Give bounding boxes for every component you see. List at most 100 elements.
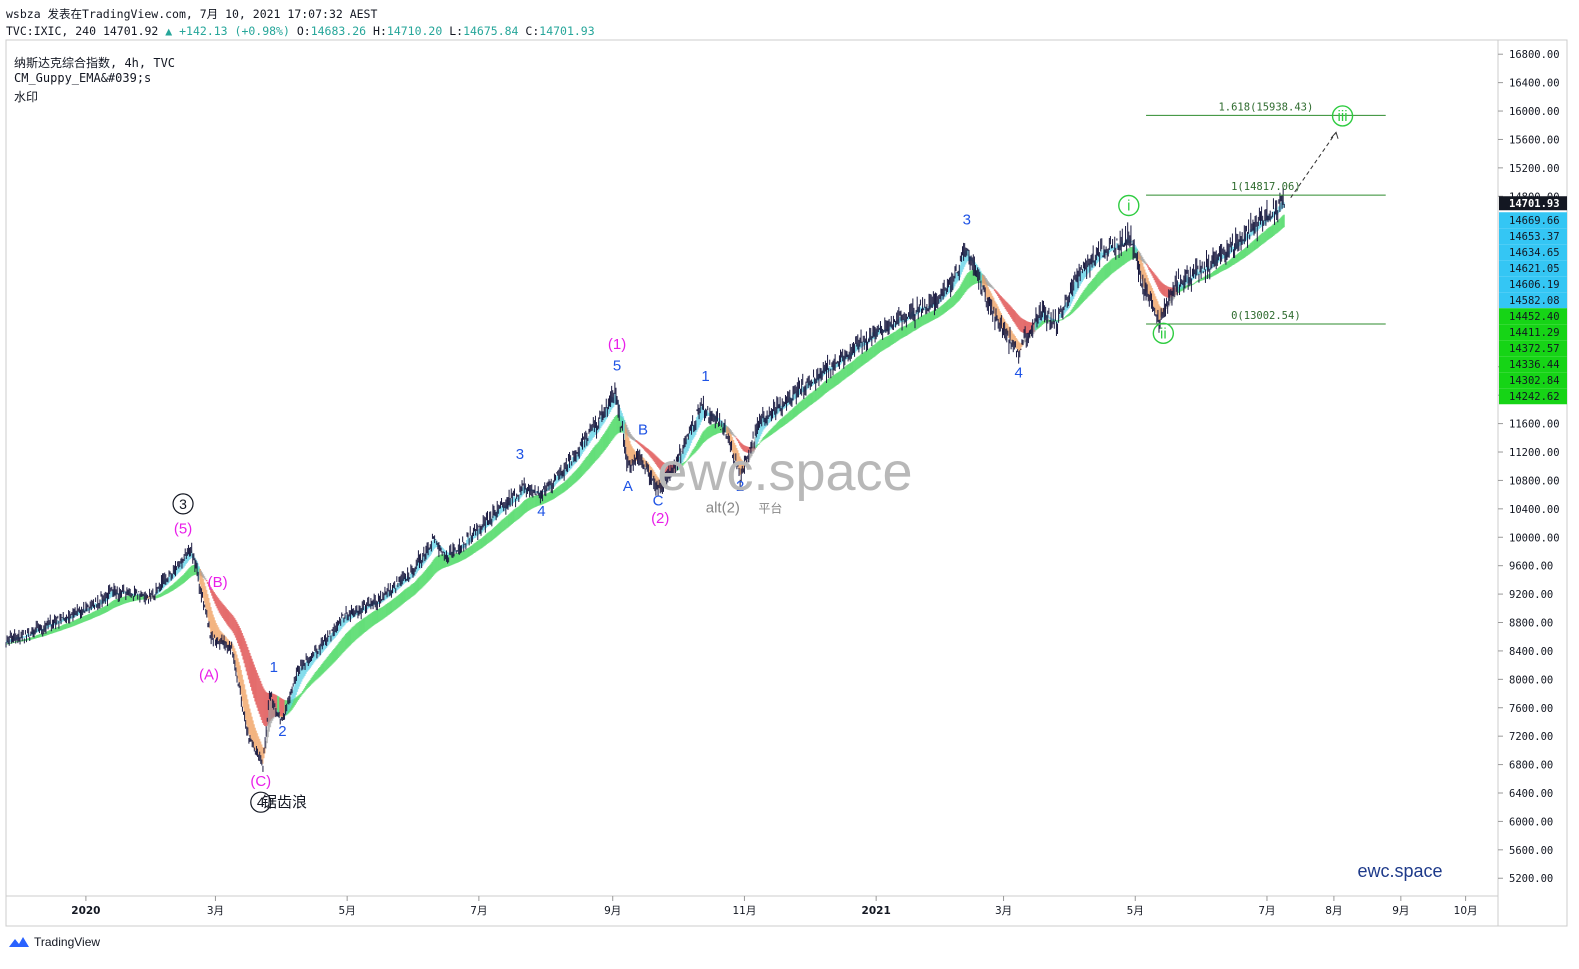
fast-ema-band bbox=[1042, 310, 1045, 320]
slow-ema-band bbox=[906, 325, 909, 336]
slow-ema-band bbox=[1220, 265, 1223, 272]
slow-ema-band bbox=[1214, 270, 1216, 276]
indicator-price-badge-label: 14242.62 bbox=[1509, 391, 1560, 403]
slow-ema-band bbox=[852, 360, 855, 373]
fast-ema-band bbox=[1221, 254, 1224, 259]
fast-ema-band bbox=[979, 270, 982, 283]
fast-ema-band bbox=[239, 665, 241, 687]
fast-ema-band bbox=[515, 497, 518, 502]
slow-ema-band bbox=[701, 433, 703, 445]
fast-ema-band bbox=[1032, 326, 1035, 335]
fast-ema-band bbox=[213, 617, 215, 638]
slow-ema-band bbox=[882, 338, 885, 351]
slow-ema-band bbox=[1095, 275, 1097, 289]
slow-ema-band bbox=[64, 624, 66, 630]
slow-ema-band bbox=[841, 368, 844, 381]
slow-ema-band bbox=[65, 623, 68, 629]
slow-ema-band bbox=[428, 566, 430, 581]
slow-ema-band bbox=[231, 615, 234, 632]
fast-ema-band bbox=[416, 563, 418, 573]
fast-ema-band bbox=[686, 438, 688, 453]
slow-ema-band bbox=[940, 305, 943, 316]
slow-ema-band bbox=[97, 609, 100, 616]
slow-ema-band bbox=[679, 464, 682, 468]
fast-ema-band bbox=[623, 419, 626, 440]
fast-ema-band bbox=[740, 458, 742, 475]
slow-ema-band bbox=[175, 581, 178, 589]
slow-ema-band bbox=[826, 379, 829, 393]
fast-ema-band bbox=[761, 416, 764, 432]
slow-ema-band bbox=[967, 272, 970, 289]
slow-ema-band bbox=[391, 599, 394, 613]
fast-ema-band bbox=[300, 666, 303, 682]
fast-ema-band bbox=[397, 582, 400, 589]
slow-ema-band bbox=[664, 463, 667, 474]
fast-ema-band bbox=[1141, 262, 1144, 282]
slow-ema-band bbox=[68, 622, 71, 628]
fast-ema-band bbox=[793, 393, 795, 401]
fast-ema-band bbox=[597, 425, 600, 433]
fast-ema-band bbox=[673, 468, 675, 475]
slow-ema-band bbox=[397, 594, 400, 608]
slow-ema-band bbox=[56, 627, 59, 632]
legend-title[interactable]: 纳斯达克综合指数, 4h, TVC bbox=[14, 56, 176, 70]
slow-ema-band bbox=[373, 611, 375, 626]
slow-ema-band bbox=[1268, 227, 1270, 240]
slow-ema-band bbox=[1254, 239, 1256, 251]
ema-bands bbox=[6, 200, 1285, 764]
slow-ema-band bbox=[415, 580, 417, 594]
fast-ema-band bbox=[147, 596, 150, 600]
slow-ema-band bbox=[1271, 225, 1273, 238]
slow-ema-band bbox=[251, 658, 253, 691]
slow-ema-band bbox=[312, 675, 315, 683]
fast-ema-band bbox=[185, 554, 187, 565]
price-axis-area[interactable] bbox=[1497, 39, 1568, 927]
slow-ema-band bbox=[718, 422, 721, 433]
slow-ema-band bbox=[744, 445, 747, 452]
legend-watermark[interactable]: 水印 bbox=[14, 90, 39, 104]
slow-ema-band bbox=[845, 365, 848, 378]
slow-ema-band bbox=[191, 565, 194, 576]
slow-ema-band bbox=[439, 554, 442, 570]
slow-ema-band bbox=[27, 638, 30, 641]
fast-ema-band bbox=[350, 613, 353, 620]
fast-ema-band bbox=[320, 646, 322, 655]
legend-indicator[interactable]: CM_Guppy_EMA&#039;s bbox=[14, 71, 152, 85]
fast-ema-band bbox=[323, 642, 326, 651]
slow-ema-band bbox=[135, 594, 138, 601]
slow-ema-band bbox=[314, 672, 317, 681]
slow-ema-band bbox=[434, 557, 437, 574]
fast-ema-band bbox=[702, 405, 705, 419]
slow-ema-band bbox=[1269, 226, 1271, 239]
fast-ema-band bbox=[730, 434, 733, 447]
fast-ema-band bbox=[500, 506, 503, 514]
slow-ema-band bbox=[814, 389, 817, 402]
slow-ema-band bbox=[805, 396, 808, 409]
slow-ema-band bbox=[693, 447, 696, 454]
symbol-label[interactable]: TVC:IXIC, 240 bbox=[6, 24, 97, 38]
slow-ema-band bbox=[1097, 272, 1100, 287]
slow-ema-band bbox=[161, 592, 164, 597]
slow-ema-band bbox=[626, 427, 629, 436]
fast-ema-band bbox=[687, 439, 689, 452]
slow-ema-band bbox=[1074, 303, 1077, 310]
fast-ema-band bbox=[554, 479, 557, 486]
slow-ema-band bbox=[116, 599, 118, 607]
time-axis: 2020 3月 5月 7月 9月 11月 2021 3月 5月 7月 8月 9月 10月 bbox=[71, 896, 1478, 917]
slow-ema-band bbox=[952, 295, 955, 307]
fast-ema-band bbox=[366, 605, 369, 610]
time-axis-area[interactable] bbox=[5, 895, 1499, 927]
fast-ema-band bbox=[1272, 211, 1275, 218]
wave-label: 锯齿浪 bbox=[262, 794, 307, 811]
slow-ema-band bbox=[388, 602, 390, 615]
slow-ema-band bbox=[510, 512, 512, 525]
tradingview-logo[interactable]: TradingView bbox=[8, 935, 100, 949]
slow-ema-band bbox=[1007, 304, 1010, 314]
slow-ema-band bbox=[1140, 255, 1143, 261]
slow-ema-band bbox=[892, 332, 895, 344]
wave-labels: 3(5)(B)(A)(C)4锯齿浪1234(1)5ABC(2)1234iiiii… bbox=[172, 105, 1354, 813]
slow-ema-band bbox=[32, 636, 35, 640]
slow-ema-band bbox=[704, 429, 707, 442]
price-tick-label: 9600.00 bbox=[1509, 561, 1553, 573]
